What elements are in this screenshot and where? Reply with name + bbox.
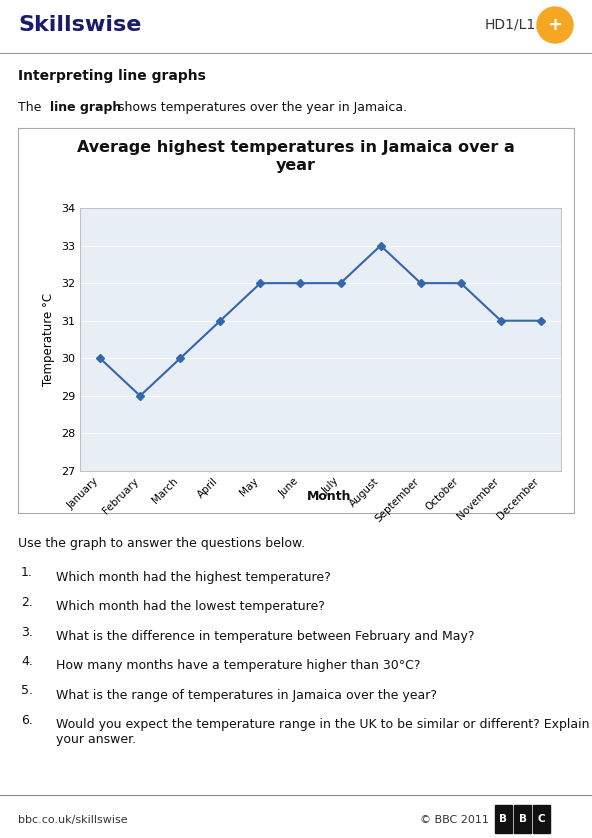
Text: Use the graph to answer the questions below.: Use the graph to answer the questions be… — [18, 536, 305, 550]
Text: Skillswise: Skillswise — [18, 15, 141, 35]
Text: What is the range of temperatures in Jamaica over the year?: What is the range of temperatures in Jam… — [56, 689, 437, 701]
Text: © BBC 2011: © BBC 2011 — [420, 815, 489, 825]
Text: B: B — [500, 814, 507, 824]
Text: Which month had the highest temperature?: Which month had the highest temperature? — [56, 571, 331, 584]
Text: C: C — [538, 814, 545, 824]
Text: 1.: 1. — [21, 566, 33, 580]
Text: shows temperatures over the year in Jamaica.: shows temperatures over the year in Jama… — [114, 101, 407, 115]
Text: bbc.co.uk/skillswise: bbc.co.uk/skillswise — [18, 815, 128, 825]
Text: B: B — [519, 814, 526, 824]
Text: The: The — [18, 101, 46, 115]
Text: Month: Month — [307, 490, 352, 504]
Text: Which month had the lowest temperature?: Which month had the lowest temperature? — [56, 600, 325, 613]
Text: How many months have a temperature higher than 30°C?: How many months have a temperature highe… — [56, 660, 420, 672]
Text: 6.: 6. — [21, 714, 33, 727]
Text: 5.: 5. — [21, 685, 33, 697]
Text: Average highest temperatures in Jamaica over a
year: Average highest temperatures in Jamaica … — [77, 140, 515, 173]
Text: 4.: 4. — [21, 655, 33, 668]
Text: 3.: 3. — [21, 625, 33, 639]
Y-axis label: Temperature °C: Temperature °C — [43, 293, 55, 386]
FancyBboxPatch shape — [533, 805, 550, 833]
Text: +: + — [548, 16, 562, 34]
Circle shape — [537, 7, 573, 43]
Text: Would you expect the temperature range in the UK to be similar or different? Exp: Would you expect the temperature range i… — [56, 718, 590, 747]
Text: Interpreting line graphs: Interpreting line graphs — [18, 69, 206, 83]
FancyBboxPatch shape — [514, 805, 531, 833]
Text: HD1/L1.1: HD1/L1.1 — [485, 18, 549, 32]
Text: 2.: 2. — [21, 596, 33, 609]
Text: line graph: line graph — [50, 101, 121, 115]
FancyBboxPatch shape — [495, 805, 512, 833]
Text: What is the difference in temperature between February and May?: What is the difference in temperature be… — [56, 629, 475, 643]
